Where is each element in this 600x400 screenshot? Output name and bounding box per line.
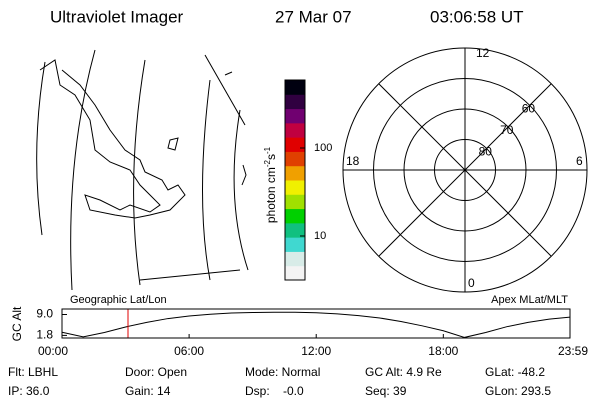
map — [36, 49, 249, 291]
altitude-plot: Geographic Lat/Lon Apex MLat/MLT GC Alt 9.0… — [10, 294, 588, 358]
info-field: GLat: -48.2 — [485, 365, 545, 379]
plot-frame — [61, 308, 571, 339]
mlt-label: 6 — [576, 154, 583, 168]
y-tick-label: 1.8 — [36, 328, 53, 342]
mlt-label: 12 — [476, 46, 490, 60]
info-field: Mode: Normal — [245, 365, 320, 379]
colorbar-band — [285, 194, 305, 210]
lat-ring — [434, 139, 496, 201]
x-tick-label: 00:00 — [38, 344, 68, 358]
date: 27 Mar 07 — [275, 7, 352, 26]
altitude-line — [61, 311, 571, 338]
lat-label: 70 — [500, 123, 514, 137]
lat-ring — [373, 78, 557, 262]
info-field: IP: 36.0 — [8, 384, 50, 398]
plot-title: Geographic Lat/Lon — [70, 294, 167, 306]
info-field: Door: Open — [125, 365, 187, 379]
colorbar-band — [285, 251, 305, 267]
x-tick-label: 18:00 — [428, 344, 458, 358]
info-panel: Flt: LBHL Door: Open Mode: Normal GC Alt: 4… — [8, 365, 551, 398]
x-tick-label: 06:00 — [174, 344, 204, 358]
colorbar-band — [285, 80, 305, 95]
colorbar-band — [285, 222, 305, 238]
x-tick-label: 12:00 — [301, 344, 331, 358]
mlt-label: 18 — [346, 154, 360, 168]
colorbar-band — [285, 165, 305, 181]
plot-title: Apex MLat/MLT — [491, 294, 568, 306]
colorbar-label: photon cm-2s-1 — [263, 146, 278, 223]
colorbar-frame — [284, 79, 306, 281]
colorbar-band — [285, 108, 305, 124]
title: Ultraviolet Imager — [50, 7, 184, 26]
polar-rings: 80 70 60 — [373, 78, 557, 262]
colorbar-band — [285, 180, 305, 195]
colorbar: 10 100 — [284, 79, 332, 281]
info-field: GLon: 293.5 — [485, 384, 551, 398]
colorbar-band — [285, 265, 305, 281]
colorbar-band — [285, 237, 305, 252]
colorbar-band — [285, 151, 305, 167]
y-axis-label: GC Alt — [10, 306, 24, 341]
info-field: Gain: 14 — [125, 384, 171, 398]
colorbar-band — [285, 137, 305, 152]
polar-plot — [342, 47, 588, 293]
info-field: GC Alt: 4.9 Re — [365, 365, 442, 379]
colorbar-band — [285, 94, 305, 110]
colorbar-band — [285, 122, 305, 138]
lat-label: 60 — [522, 101, 536, 115]
y-tick-label: 9.0 — [36, 307, 53, 321]
mlt-label: 0 — [468, 276, 475, 290]
time: 03:06:58 UT — [430, 7, 524, 26]
info-field: Dsp: -0.0 — [245, 384, 304, 398]
lat-label: 80 — [479, 145, 493, 159]
colorbar-tick-label: 100 — [314, 142, 332, 154]
info-field: Seq: 39 — [365, 384, 407, 398]
colorbar-tick-label: 10 — [314, 230, 326, 242]
colorbar-band — [285, 208, 305, 224]
info-field: Flt: LBHL — [8, 365, 58, 379]
x-tick-label: 23:59 — [558, 344, 588, 358]
lat-ring — [403, 108, 527, 232]
